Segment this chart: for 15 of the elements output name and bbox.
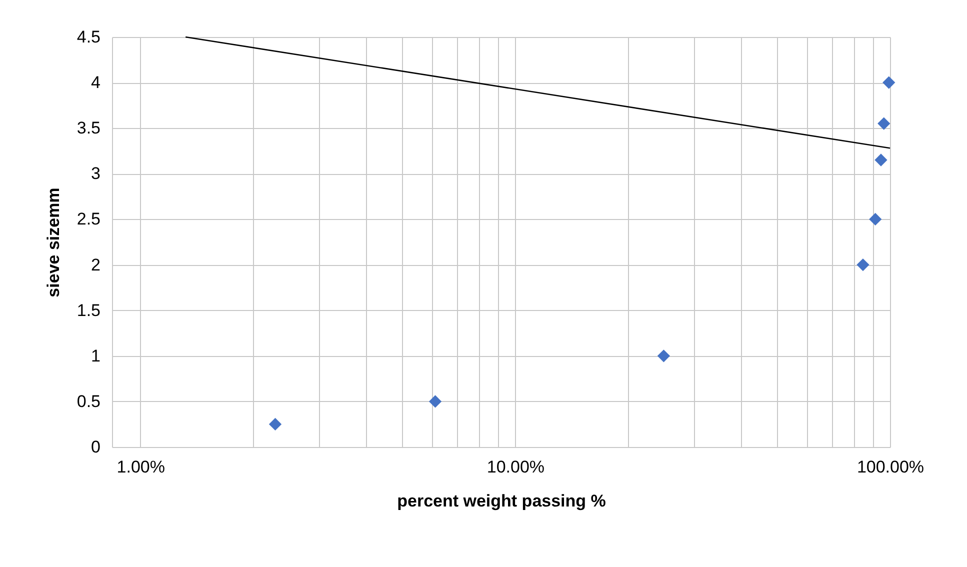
y-tick-label: 0 [91, 438, 100, 456]
y-tick-label: 1 [91, 346, 100, 366]
y-tick-label: 4.5 [76, 28, 100, 46]
x-tick-label: 10.00% [486, 458, 545, 476]
y-tick-label: 3 [91, 164, 100, 184]
y-tick-label: 0.5 [76, 392, 100, 411]
y-tick-label: 4 [91, 73, 100, 92]
x-tick-label: 100.00% [856, 458, 924, 476]
y-tick-label: 2 [91, 255, 100, 274]
y-tick-label: 3.5 [76, 118, 100, 138]
x-axis-title: percent weight passing % [397, 492, 606, 510]
y-axis-title: sieve sizemm [44, 188, 63, 298]
x-tick-label: 1.00% [116, 458, 165, 476]
y-tick-label: 1.5 [76, 300, 100, 320]
y-tick-label: 2.5 [76, 210, 100, 229]
